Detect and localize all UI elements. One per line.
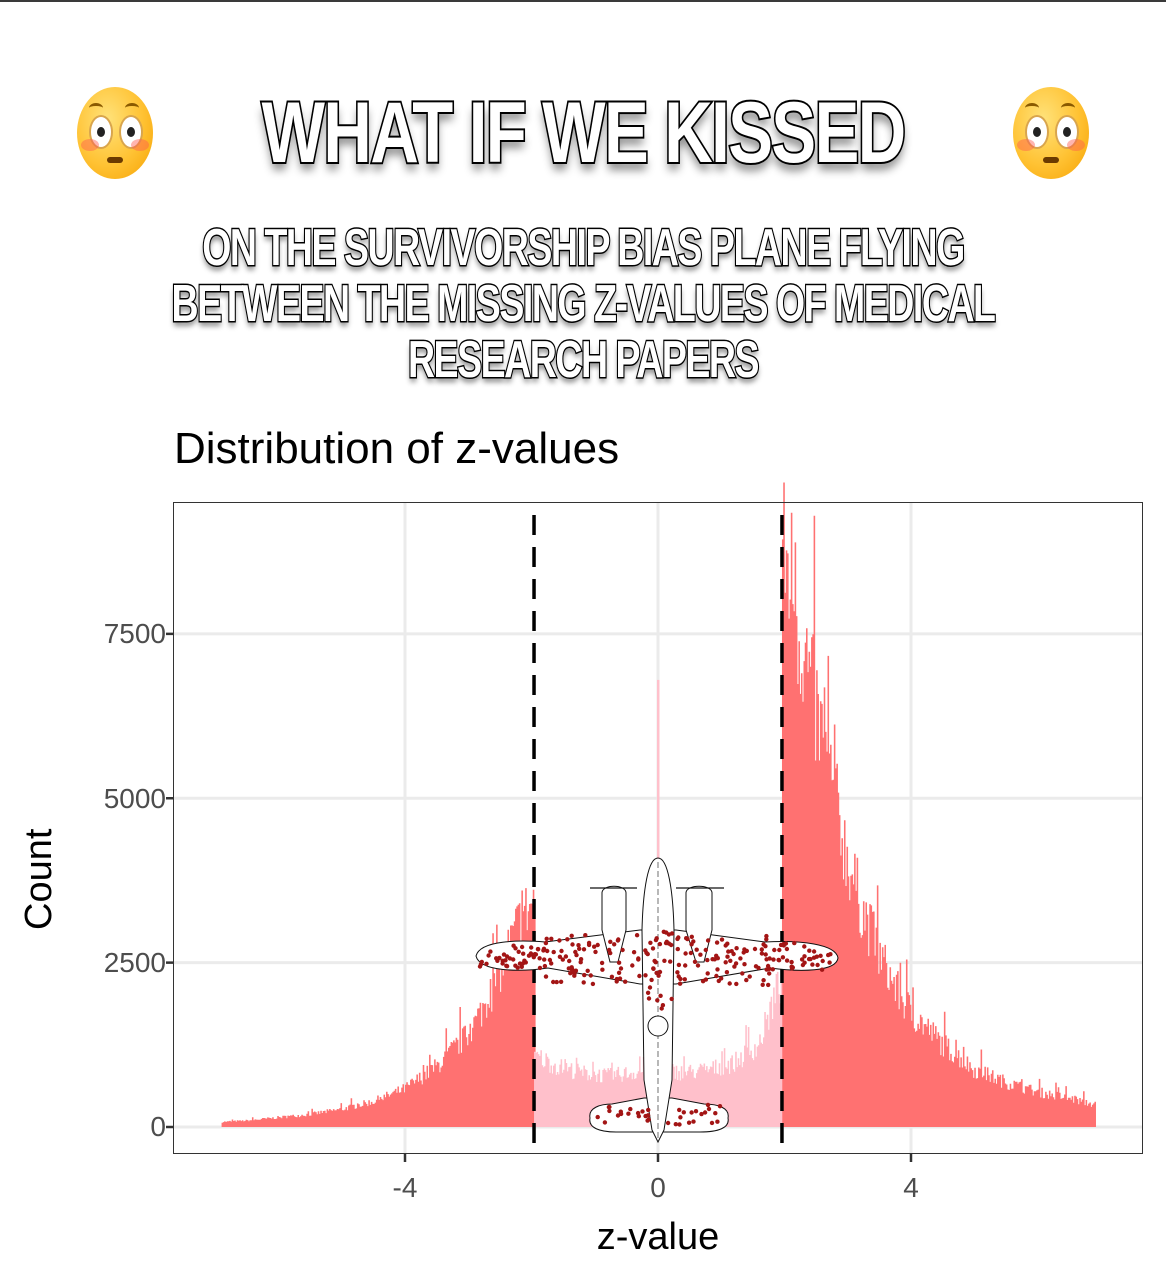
meme-subline: ON THE SURVIVORSHIP BIAS PLANE FLYING BE… [0, 219, 1166, 390]
y-axis-label-text: Count [18, 828, 60, 930]
y-tick-label: 0 [150, 1111, 166, 1142]
flushed-face-icon [1013, 87, 1090, 179]
x-tick-label: 4 [903, 1172, 919, 1203]
x-tick-label: -4 [392, 1172, 418, 1203]
meme-subline-row: RESEARCH PAPERS [407, 331, 761, 390]
y-tick-label: 7500 [103, 618, 166, 649]
meme-headline-row: WHAT IF WE KISSED [0, 78, 1166, 188]
y-axis-label: Count [18, 630, 61, 930]
flushed-face-icon [76, 87, 153, 179]
significant-bars-negative [221, 888, 536, 1127]
nonsignificant-bars [534, 971, 783, 1127]
survivorship-bias-plane-icon [475, 857, 839, 1144]
significant-bars-positive [781, 482, 1096, 1127]
plot-panel [173, 502, 1143, 1154]
meme-subline-row: BETWEEN THE MISSING Z-VALUES OF MEDICAL [170, 275, 997, 334]
chart-title: Distribution of z-values [174, 424, 620, 473]
meme-subline-row: ON THE SURVIVORSHIP BIAS PLANE FLYING [201, 219, 966, 278]
x-axis-label: z-value [596, 1216, 720, 1258]
y-tick-label: 2500 [103, 947, 166, 978]
meme-headline: WHAT IF WE KISSED [260, 85, 908, 181]
x-tick-label: 0 [650, 1172, 666, 1203]
top-border [0, 0, 1166, 2]
y-tick-label: 5000 [103, 783, 166, 814]
